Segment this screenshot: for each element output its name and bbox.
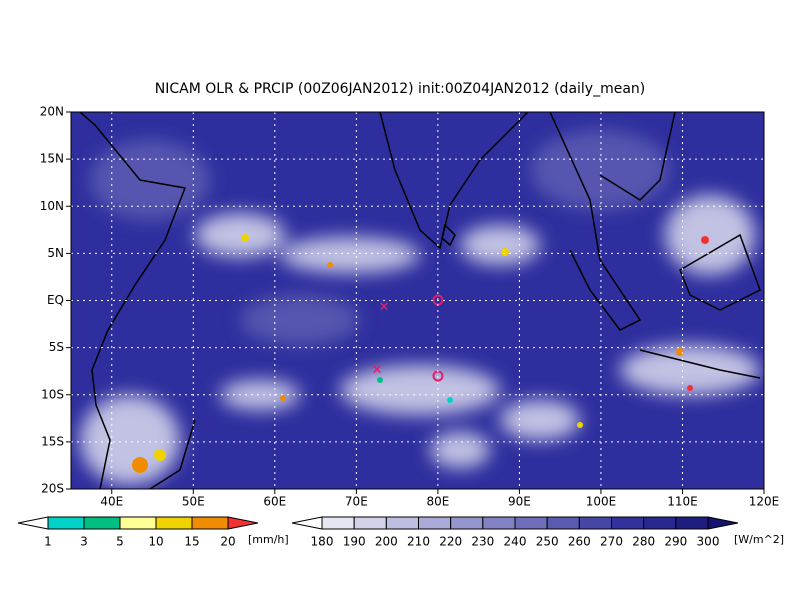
lon-label: 90E [508, 495, 531, 509]
lat-label: 5S [49, 340, 64, 354]
map-field: × × [71, 112, 764, 489]
colorbar-box [47, 516, 85, 530]
colorbar-box [675, 516, 709, 530]
colorbar-unit: [mm/h] [248, 533, 289, 546]
colorbar-label: 280 [632, 535, 655, 549]
colorbar-arrow [227, 516, 259, 530]
colorbar-box [119, 516, 157, 530]
colorbar-label: 300 [697, 535, 720, 549]
graticule [71, 112, 764, 489]
colorbar-label: 220 [439, 535, 462, 549]
colorbar-label: 290 [664, 535, 687, 549]
colorbar-box [450, 516, 484, 530]
lat-label: EQ [47, 293, 64, 307]
lat-label: 10N [40, 199, 64, 213]
colorbar-label: 260 [568, 535, 591, 549]
colorbar-box [353, 516, 387, 530]
colorbar-label: 250 [536, 535, 559, 549]
colorbar-label: 240 [504, 535, 527, 549]
colorbar-label: 200 [375, 535, 398, 549]
lon-label: 80E [426, 495, 449, 509]
colorbar-label: 5 [116, 535, 124, 549]
lat-label: 5N [47, 246, 64, 260]
colorbar-arrow [17, 516, 49, 530]
colorbar-label: 3 [80, 535, 88, 549]
lon-label: 110E [667, 495, 698, 509]
lat-label: 20S [41, 482, 64, 496]
lon-label: 40E [100, 495, 123, 509]
colorbar-box [191, 516, 229, 530]
svg-text:×: × [372, 363, 383, 378]
colorbar-label: 190 [343, 535, 366, 549]
colorbar-label: 10 [148, 535, 163, 549]
colorbar-box [514, 516, 548, 530]
lon-label: 60E [263, 495, 286, 509]
lon-label: 50E [182, 495, 205, 509]
map-title: NICAM OLR & PRCIP (00Z06JAN2012) init:00… [155, 81, 646, 97]
colorbar-box [155, 516, 193, 530]
colorbar-unit: [W/m^2] [734, 533, 784, 546]
colorbar-box [482, 516, 516, 530]
colorbar-box [578, 516, 612, 530]
svg-text:×: × [379, 300, 390, 315]
lon-label: 100E [586, 495, 617, 509]
colorbar-label: 15 [184, 535, 199, 549]
colorbar-label: 270 [600, 535, 623, 549]
map-axes: 40E 50E 60E 70E 80E 90E 100E 110E 120E 20N 15N 10N 5… [40, 105, 780, 509]
colorbar-box [418, 516, 452, 530]
colorbar-label: 180 [311, 535, 334, 549]
lon-label: 70E [345, 495, 368, 509]
colorbar-arrow [291, 516, 323, 530]
colorbar-box [546, 516, 580, 530]
lat-label: 15S [41, 434, 64, 448]
lon-label: 120E [749, 495, 780, 509]
lat-label: 10S [41, 387, 64, 401]
colorbar-label: 20 [220, 535, 235, 549]
coastlines [79, 112, 761, 489]
colorbar-box [611, 516, 645, 530]
colorbar-box [385, 516, 420, 530]
colorbar-label: 210 [407, 535, 430, 549]
lat-label: 15N [40, 152, 64, 166]
colorbar-label: 1 [44, 535, 52, 549]
colorbar-box [83, 516, 121, 530]
colorbar-box [643, 516, 677, 530]
colorbar-arrow [707, 516, 739, 530]
colorbars: 1 3 5 10 15 20 [mm/h] 180 190 200 210 220 230 240 250 2… [17, 516, 784, 549]
rain-cells [132, 234, 709, 473]
colorbar-label: 230 [471, 535, 494, 549]
colorbar-box [321, 516, 355, 530]
lat-label: 20N [40, 105, 64, 119]
